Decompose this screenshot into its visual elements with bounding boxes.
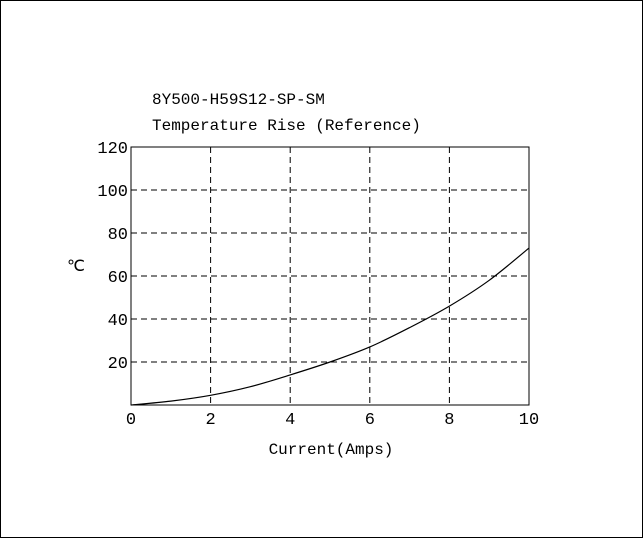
x-tick-label: 0 xyxy=(126,411,136,430)
y-axis-label: ℃ xyxy=(67,258,85,276)
chart-title: 8Y500-H59S12-SP-SM xyxy=(152,91,325,109)
series-line-0 xyxy=(130,247,530,406)
x-tick-label: 8 xyxy=(444,411,454,430)
tick-labels: 0 2 4 6 8 10 20 40 60 80 100 120 xyxy=(97,140,539,430)
y-tick-label: 20 xyxy=(108,355,128,374)
chart-subtitle: Temperature Rise (Reference) xyxy=(152,117,421,135)
x-axis-label: Current(Amps) xyxy=(269,441,394,459)
x-tick-label: 10 xyxy=(519,411,539,430)
grid-lines xyxy=(131,147,529,405)
y-tick-label: 60 xyxy=(108,269,128,288)
x-tick-label: 2 xyxy=(205,411,215,430)
y-tick-label: 100 xyxy=(97,183,128,202)
x-tick-label: 4 xyxy=(285,411,295,430)
y-tick-label: 120 xyxy=(97,140,128,159)
x-tick-label: 6 xyxy=(365,411,375,430)
plot-area-border xyxy=(130,146,530,406)
y-tick-label: 40 xyxy=(108,312,128,331)
series-layer xyxy=(130,247,530,406)
y-tick-label: 80 xyxy=(108,226,128,245)
